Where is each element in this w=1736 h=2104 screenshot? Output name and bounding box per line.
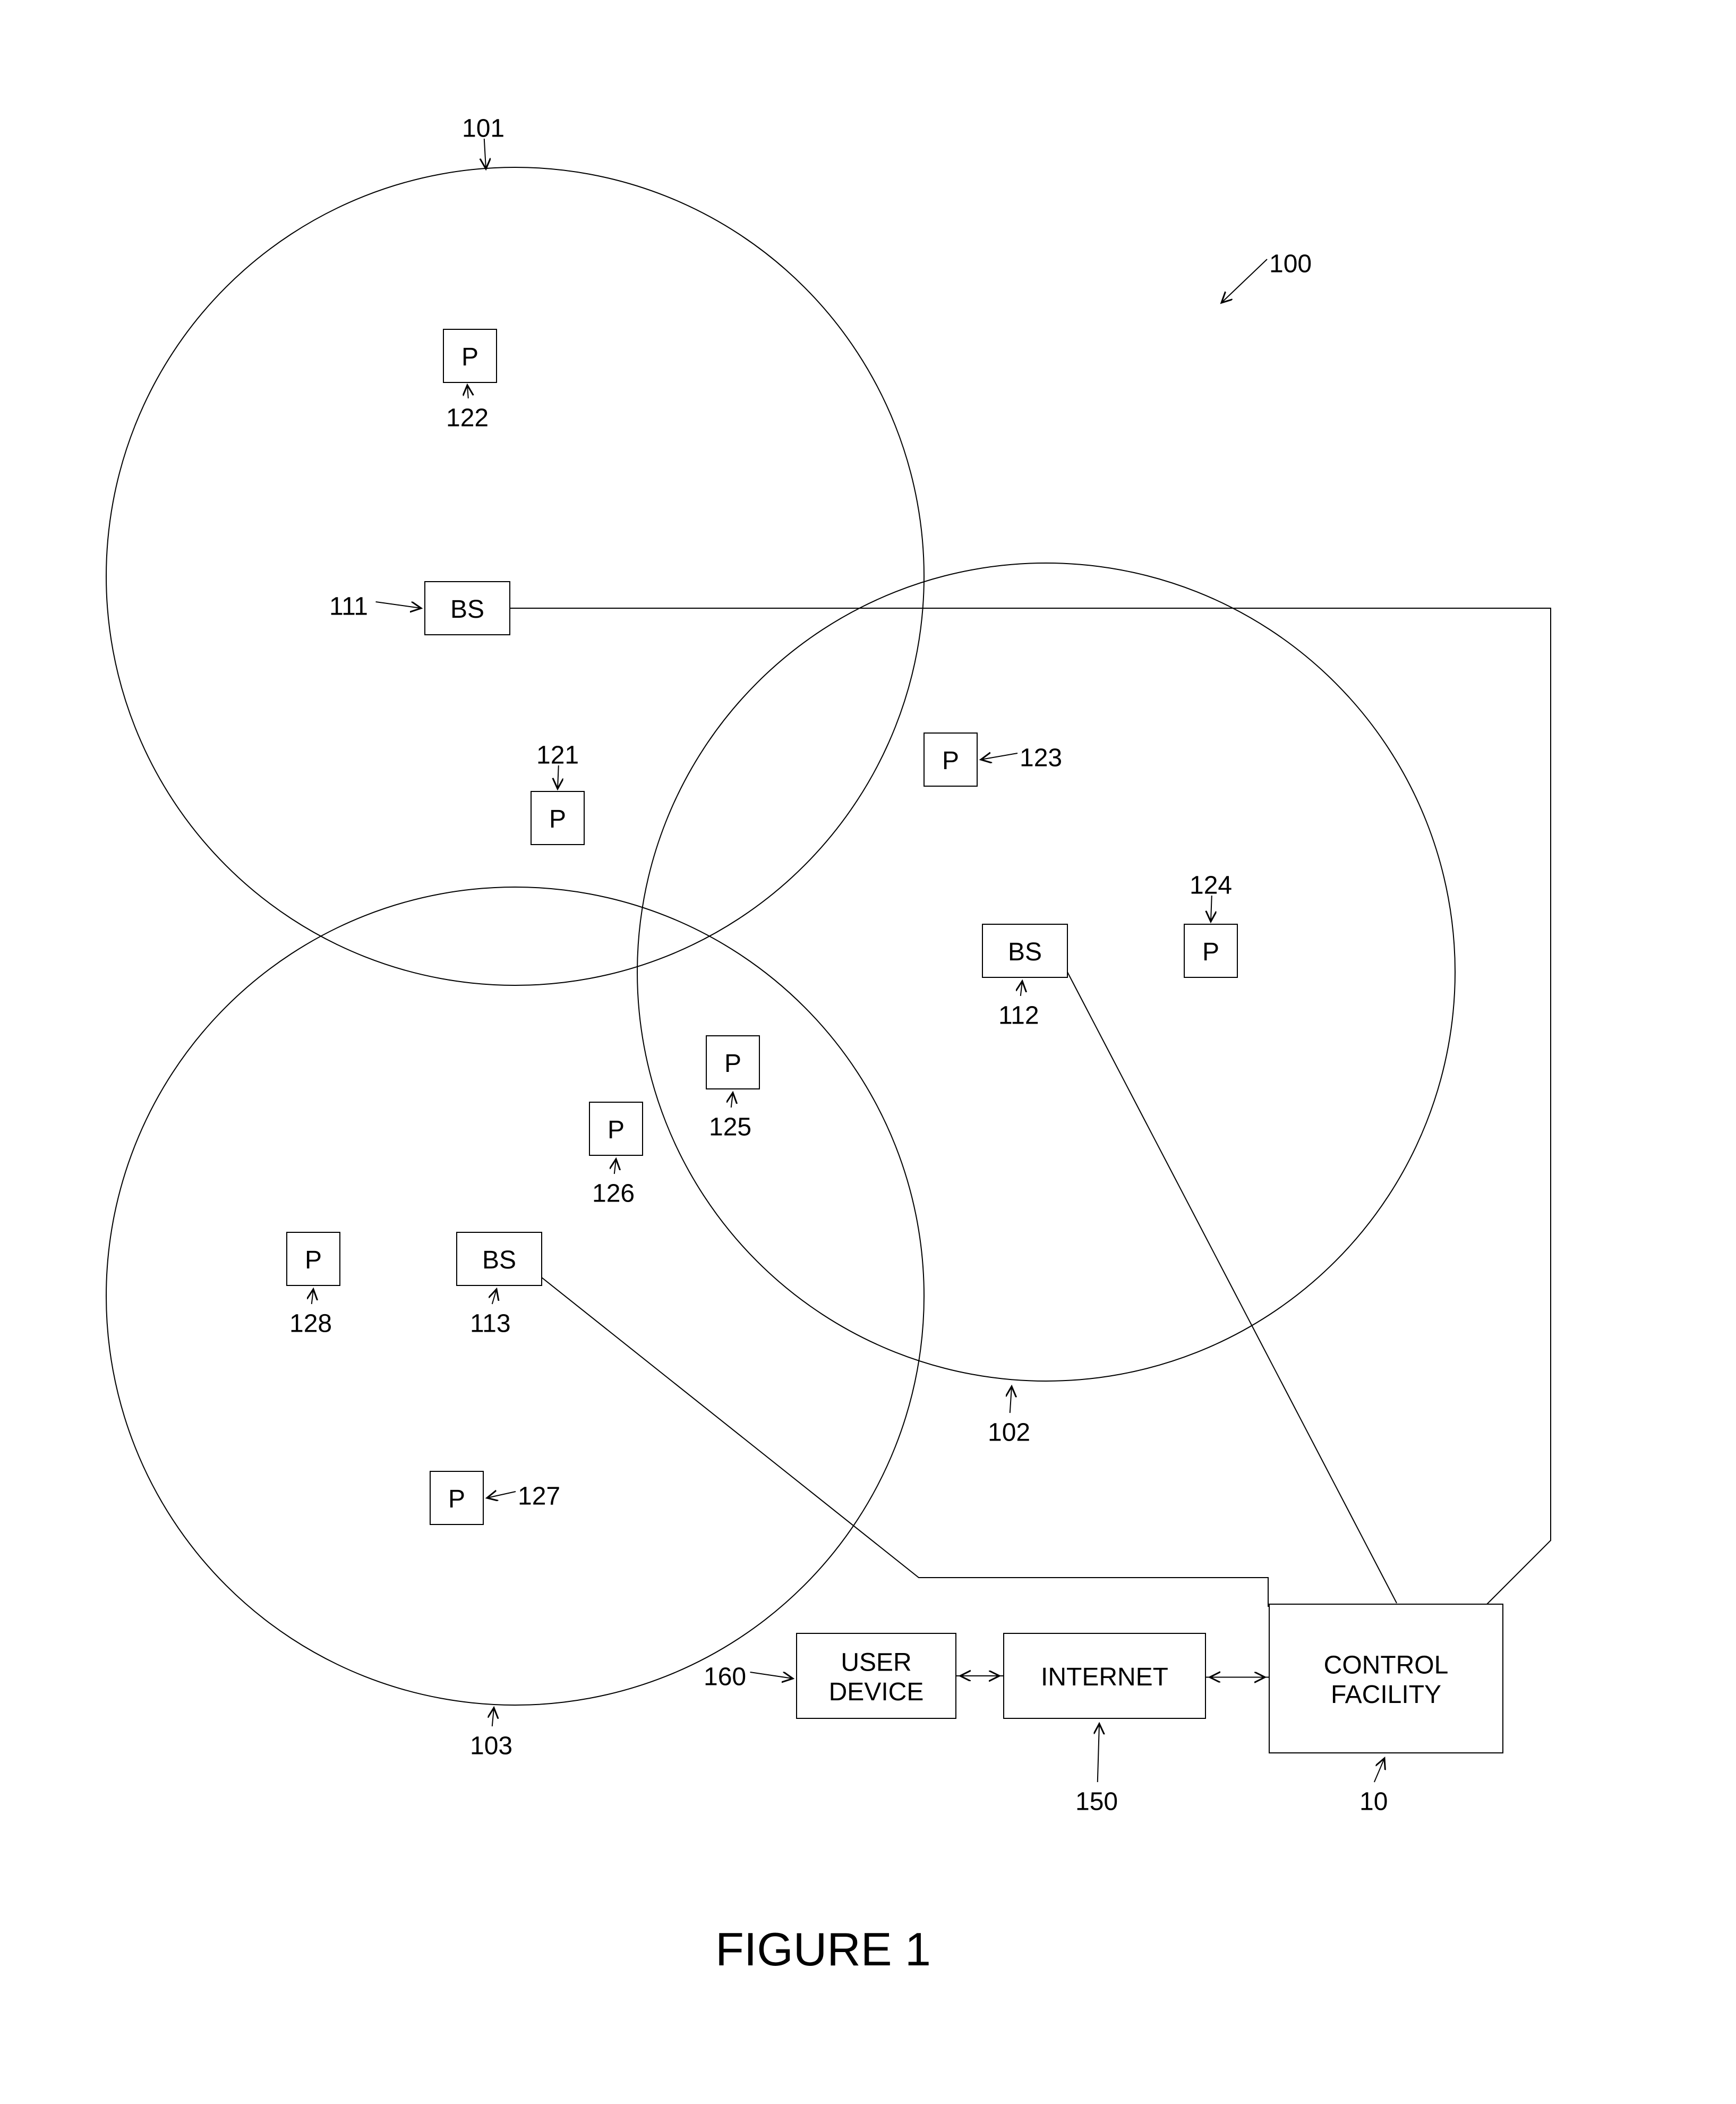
ref-121: 121	[536, 742, 579, 770]
box-internet-label: INTERNET	[1041, 1663, 1168, 1691]
ref-124: 124	[1190, 872, 1232, 900]
bs-111-label: BS	[450, 595, 484, 624]
p-122-label: P	[461, 343, 478, 371]
ref-127: 127	[518, 1483, 560, 1511]
ref-126: 126	[592, 1180, 635, 1208]
ref-102: 102	[988, 1419, 1030, 1447]
p-128-label: P	[305, 1246, 322, 1274]
ref-103: 103	[470, 1732, 512, 1760]
ref-113: 113	[470, 1310, 511, 1338]
ref-123: 123	[1020, 744, 1062, 772]
ref-160: 160	[704, 1663, 746, 1691]
ref-150: 150	[1075, 1788, 1118, 1816]
figure-caption: FIGURE 1	[715, 1923, 931, 1975]
ref-100: 100	[1269, 250, 1312, 278]
box-control-facility-label: FACILITY	[1331, 1681, 1441, 1709]
ref-125: 125	[709, 1113, 751, 1142]
ref-10: 10	[1359, 1788, 1388, 1816]
p-121-label: P	[549, 805, 566, 833]
ref-128: 128	[289, 1310, 332, 1338]
ref-111: 111	[329, 593, 368, 621]
box-user-device-label: USER	[841, 1649, 911, 1677]
box-user-device-label: DEVICE	[829, 1678, 924, 1706]
bs-112-label: BS	[1008, 938, 1042, 966]
p-126-label: P	[608, 1116, 625, 1144]
box-control-facility-label: CONTROL	[1324, 1651, 1449, 1680]
ref-112: 112	[998, 1002, 1039, 1030]
ref-101: 101	[462, 115, 504, 143]
p-124-label: P	[1202, 938, 1219, 966]
bs-113-label: BS	[482, 1246, 516, 1274]
p-123-label: P	[942, 747, 959, 775]
ref-122: 122	[446, 404, 489, 432]
p-125-label: P	[724, 1050, 741, 1078]
p-127-label: P	[448, 1485, 465, 1513]
